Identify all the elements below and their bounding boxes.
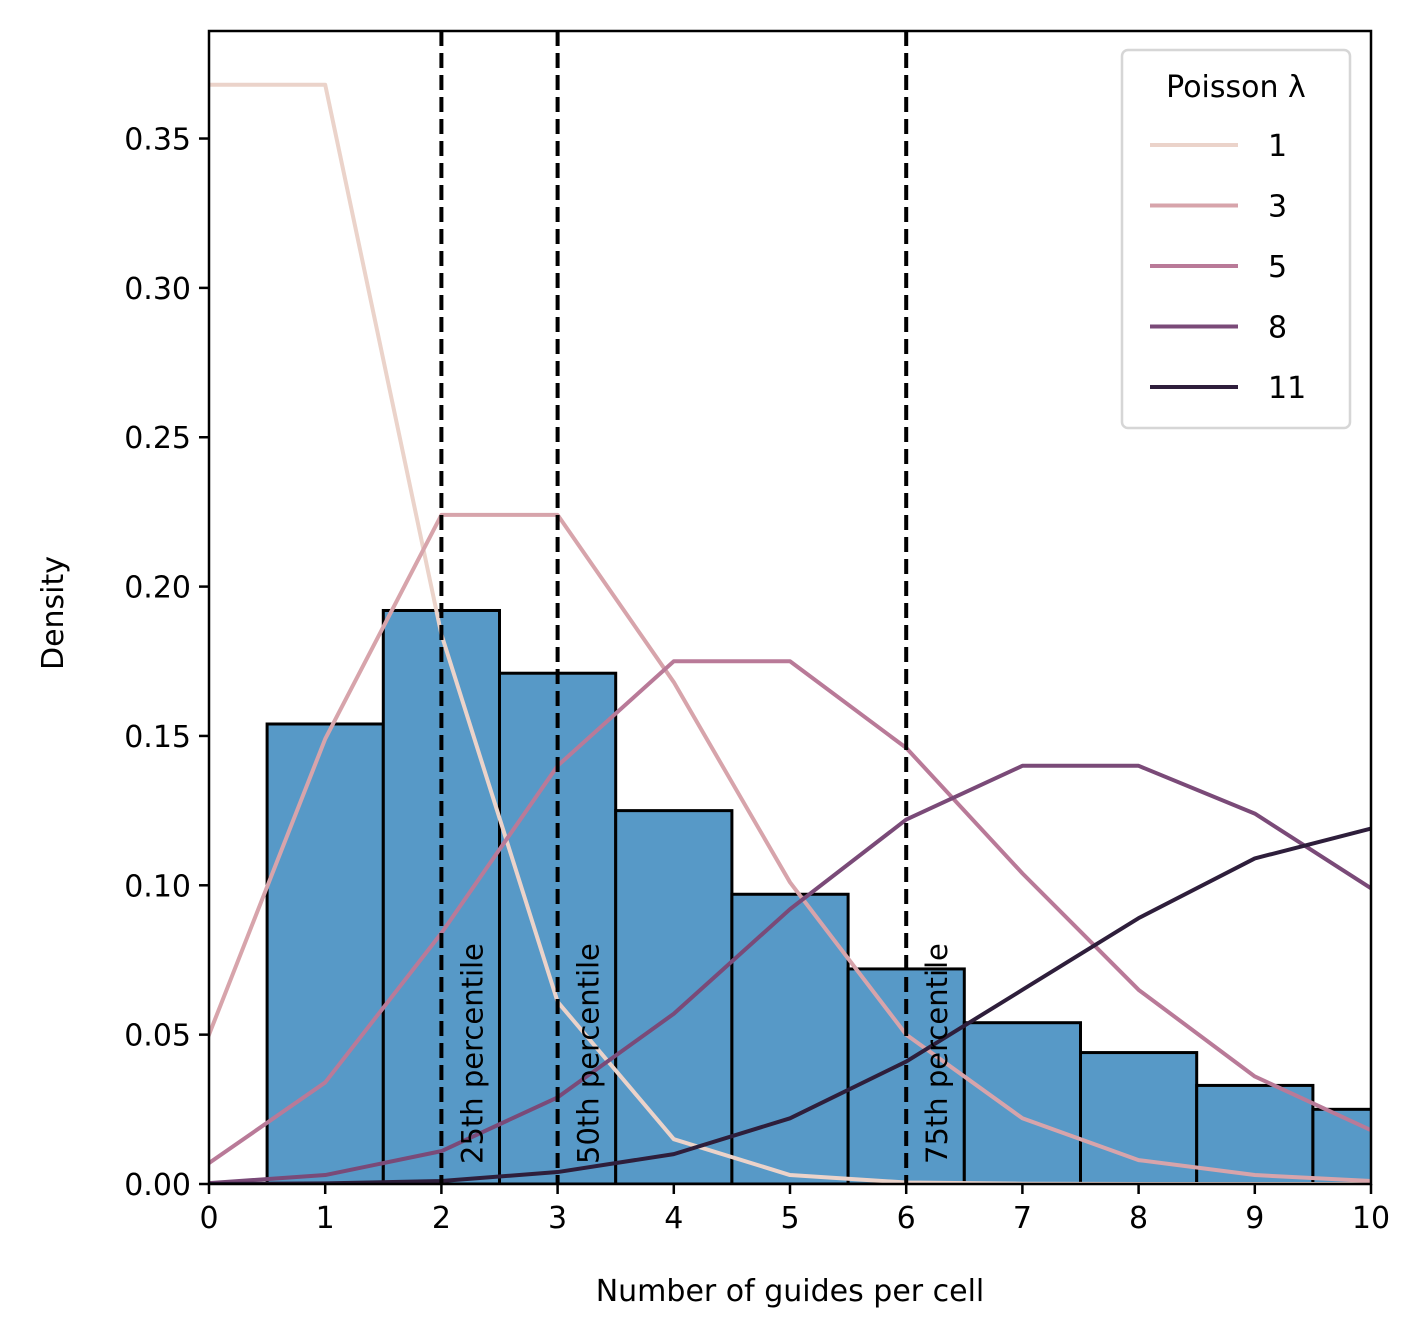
x-tick-label: 7	[1013, 1201, 1032, 1236]
histogram-bar-3	[614, 809, 734, 1184]
histogram-bar-6	[962, 1021, 1082, 1184]
series-line-lambda-1	[209, 82, 1371, 1184]
y-tick-label: 0.00	[124, 1168, 191, 1203]
histogram-bar-9	[1311, 1107, 1371, 1184]
y-tick-label: 0.25	[124, 421, 191, 456]
percentile-label-2: 75th percentile	[920, 943, 954, 1164]
x-tick-label: 1	[316, 1201, 335, 1236]
legend-box	[1120, 48, 1352, 430]
histogram-bar-8	[1195, 1083, 1315, 1184]
legend-label-3: 3	[1268, 190, 1287, 225]
legend-label-11: 11	[1268, 371, 1306, 406]
x-tick-label: 4	[664, 1201, 683, 1236]
y-tick-label: 0.10	[124, 869, 191, 904]
x-tick-label: 0	[199, 1201, 218, 1236]
histogram-bar-0	[265, 722, 385, 1184]
percentile-label-0: 25th percentile	[455, 943, 489, 1164]
x-tick-label: 6	[897, 1201, 916, 1236]
series-line-lambda-8	[209, 763, 1371, 1184]
legend-label-8: 8	[1268, 311, 1287, 346]
x-tick-label: 10	[1352, 1201, 1390, 1236]
x-tick-label: 9	[1245, 1201, 1264, 1236]
series-line-lambda-3	[209, 512, 1371, 1184]
y-tick-label: 0.15	[124, 720, 191, 755]
y-tick-label: 0.05	[124, 1019, 191, 1054]
series-layer	[209, 82, 1371, 1184]
x-tick-label: 2	[432, 1201, 451, 1236]
x-tick-label: 8	[1129, 1201, 1148, 1236]
x-tick-label: 5	[780, 1201, 799, 1236]
y-axis-label: Density	[36, 556, 71, 670]
axes: 0 1 2 3 4 5 6 7 8 9 10 0.00 0.05 0.10 0.15 0.20 0.25 0.30…	[124, 29, 1390, 1236]
x-tick-label: 3	[548, 1201, 567, 1236]
y-tick-label: 0.35	[124, 123, 191, 158]
percentile-layer: 25th percentile 50th percentile 75th perce…	[439, 31, 954, 1184]
x-axis-label: Number of guides per cell	[596, 1274, 985, 1309]
series-line-lambda-5	[209, 659, 1371, 1166]
percentile-label-1: 50th percentile	[572, 943, 606, 1164]
legend: Poisson λ 1 3 5 8 11	[1120, 48, 1352, 430]
y-tick-label: 0.20	[124, 571, 191, 606]
legend-title: Poisson λ	[1166, 70, 1306, 105]
y-tick-label: 0.30	[124, 272, 191, 307]
legend-label-5: 5	[1268, 250, 1287, 285]
legend-label-1: 1	[1268, 129, 1287, 164]
series-line-lambda-11	[209, 826, 1371, 1184]
